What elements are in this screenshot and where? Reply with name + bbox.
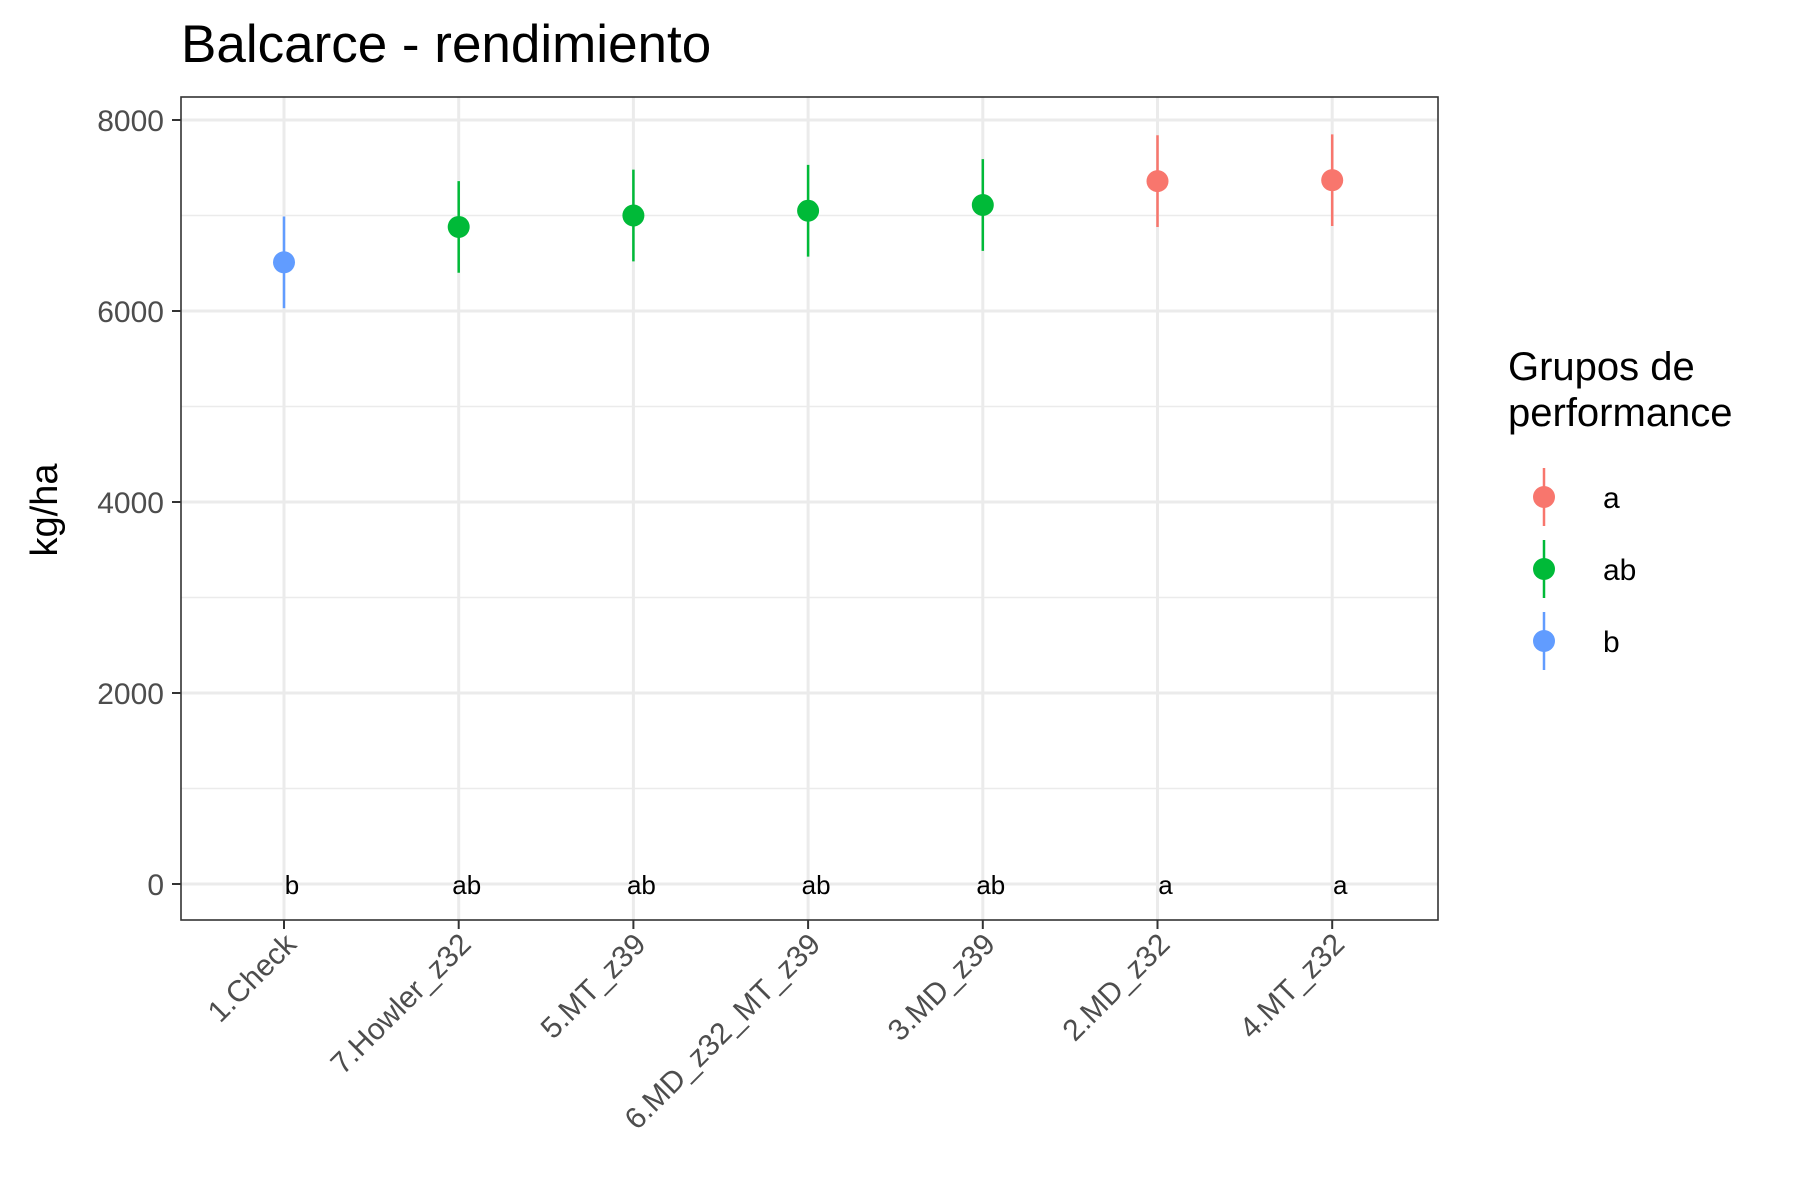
y-axis-label: kg/ha <box>24 463 66 557</box>
legend-title: Grupos de performance <box>1508 345 1733 435</box>
data-point <box>797 199 820 222</box>
data-point <box>971 193 994 216</box>
group-annotation: b <box>285 870 299 900</box>
legend-key-point <box>1533 486 1555 508</box>
group-annotation: ab <box>976 870 1005 900</box>
data-point <box>1321 169 1344 192</box>
group-annotation: a <box>1333 870 1348 900</box>
data-point <box>1146 170 1169 193</box>
legend-label: ab <box>1603 554 1636 587</box>
data-point <box>622 204 645 227</box>
y-tick-label: 4000 <box>97 487 164 520</box>
data-point <box>447 215 470 238</box>
chart-title: Balcarce - rendimiento <box>181 15 711 74</box>
group-annotation: ab <box>802 870 831 900</box>
y-tick-label: 8000 <box>97 105 164 138</box>
legend-label: a <box>1603 482 1620 515</box>
group-annotation: a <box>1158 870 1173 900</box>
legend-title-line: Grupos de <box>1508 345 1695 389</box>
legend: Grupos de performance a ab b <box>1508 345 1733 670</box>
panel-border <box>180 96 1439 921</box>
y-tick-label: 2000 <box>97 678 164 711</box>
legend-label: b <box>1603 626 1620 659</box>
y-tick-label: 6000 <box>97 296 164 329</box>
y-tick-label: 0 <box>147 869 164 902</box>
legend-key-point <box>1533 630 1555 652</box>
group-annotation: ab <box>452 870 481 900</box>
legend-key-point <box>1533 558 1555 580</box>
group-annotation: ab <box>627 870 656 900</box>
legend-title-line: performance <box>1508 391 1733 435</box>
data-point <box>273 251 295 274</box>
